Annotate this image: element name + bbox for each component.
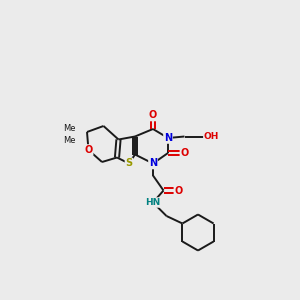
Text: N: N <box>149 158 157 169</box>
Text: Me: Me <box>63 124 76 134</box>
Text: O: O <box>174 185 183 196</box>
Text: O: O <box>84 145 93 155</box>
Text: Me: Me <box>63 136 76 145</box>
Text: OH: OH <box>204 132 219 141</box>
Text: O: O <box>180 148 189 158</box>
Text: N: N <box>164 133 172 143</box>
Text: S: S <box>125 158 133 169</box>
Text: O: O <box>149 110 157 121</box>
Text: HN: HN <box>146 198 160 207</box>
